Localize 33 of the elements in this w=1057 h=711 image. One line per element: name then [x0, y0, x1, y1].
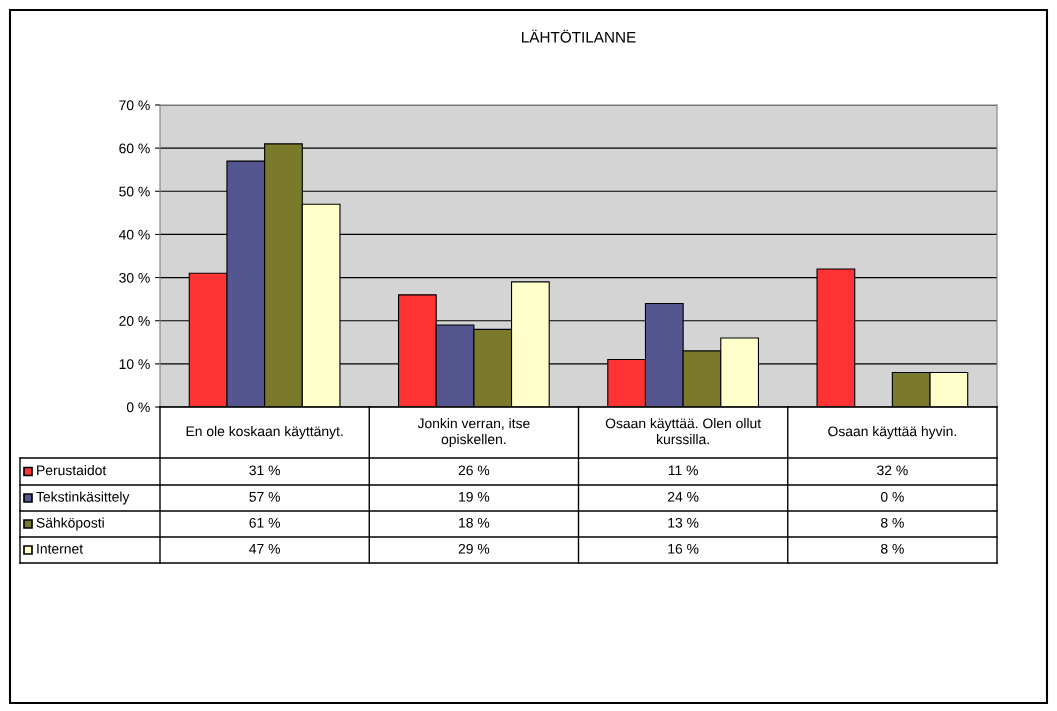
y-tick-label: 0 %	[126, 402, 150, 413]
y-tick-label: 40 %	[118, 229, 150, 240]
data-label: 57 %	[249, 491, 280, 502]
data-label: 11 %	[668, 465, 698, 476]
legend-label: Internet	[37, 544, 83, 554]
y-tick-label: 20 %	[119, 316, 150, 326]
data-label: 32 %	[877, 465, 908, 476]
y-tick-label: 70 %	[119, 100, 150, 111]
x-tick-label: Jonkin verran, itse opiskellen.	[417, 418, 530, 447]
y-tick-label: 50 %	[119, 186, 150, 197]
data-label: 26 %	[458, 465, 490, 476]
data-label: 13 %	[668, 517, 699, 528]
y-tick-label: 10 %	[119, 359, 150, 370]
data-label: 8 %	[881, 543, 904, 554]
y-tick-label: 60 %	[119, 143, 150, 154]
data-label: 16 %	[668, 543, 699, 554]
data-label: 18 %	[459, 517, 490, 528]
legend-label: Tekstinkäsittely	[36, 491, 130, 505]
y-tick-label: 30 %	[119, 272, 150, 283]
legend-label: Perustaidot	[37, 465, 107, 476]
chart-title: LÄHTÖTILANNE	[522, 29, 636, 43]
data-label: 0 %	[880, 491, 904, 502]
data-label: 61 %	[249, 517, 280, 528]
x-tick-label: Osaan käyttää hyvin.	[828, 426, 956, 439]
data-label: 29 %	[458, 543, 490, 554]
data-label: 31 %	[249, 465, 280, 476]
data-label: 8 %	[881, 517, 904, 528]
legend-label: Sähköposti	[36, 517, 104, 531]
x-tick-label: En ole koskaan käyttänyt.	[186, 426, 343, 439]
data-label: 47 %	[249, 543, 280, 554]
data-label: 19 %	[459, 491, 490, 502]
x-tick-label: Osaan käyttää. Olen ollut kurssilla.	[605, 418, 761, 445]
data-label: 24 %	[668, 491, 699, 502]
